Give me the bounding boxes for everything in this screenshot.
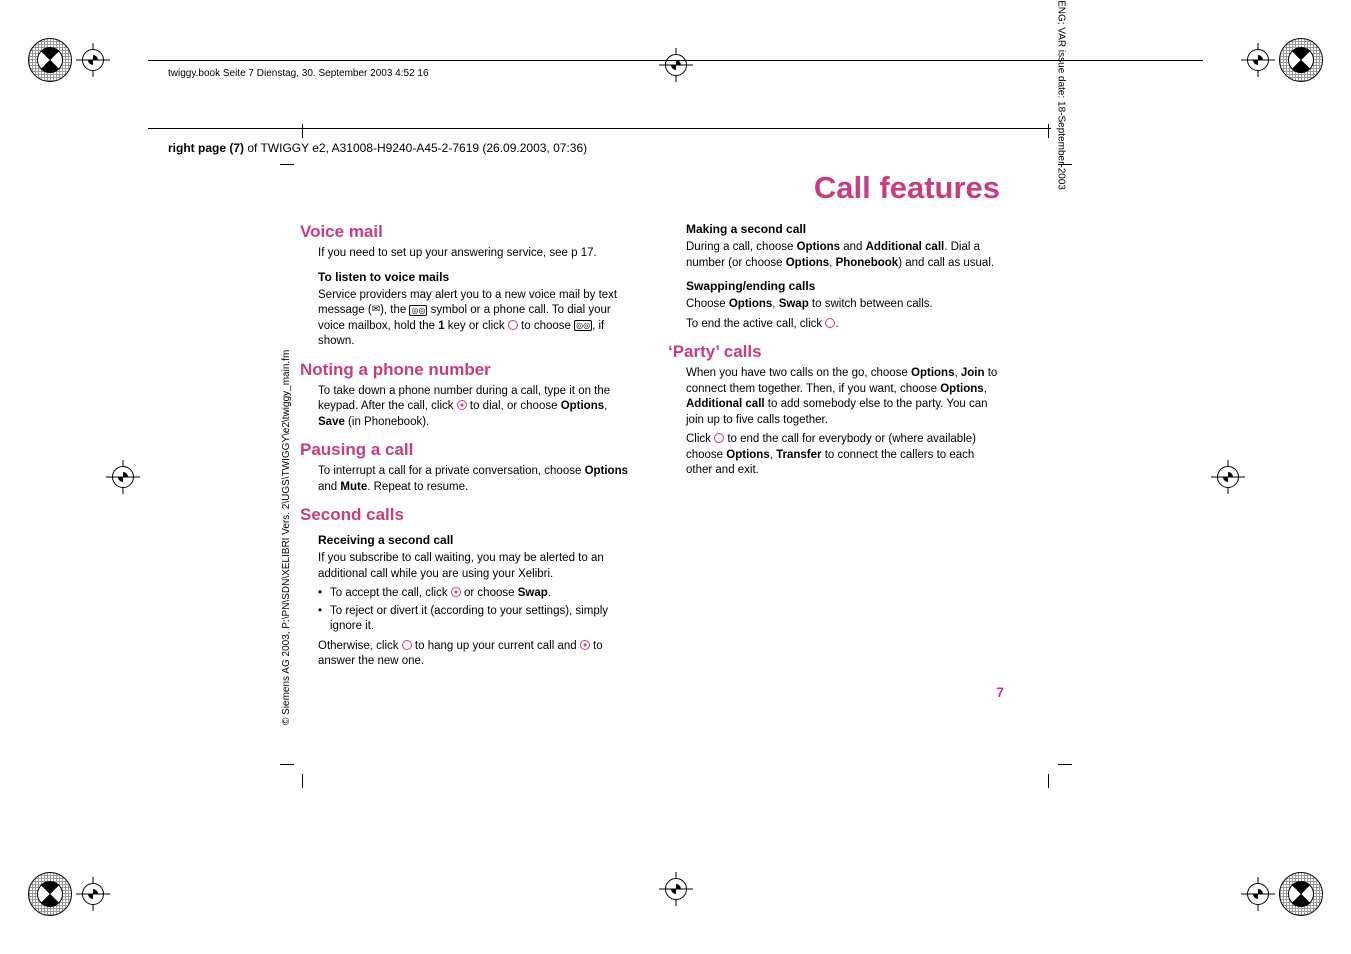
subheading: Making a second call bbox=[686, 222, 1000, 236]
heading-pausing: Pausing a call bbox=[300, 440, 632, 460]
reg-mark-tl bbox=[28, 38, 110, 82]
page-title: Call features bbox=[300, 170, 1000, 206]
centerkey-icon bbox=[457, 400, 467, 410]
voicemail-symbol-icon: ◎◎ bbox=[574, 320, 592, 331]
reg-mark-ml bbox=[106, 460, 140, 494]
reg-mark-tc bbox=[659, 48, 693, 82]
copyright-sidebar: © Siemens AG 2003, P:\PN\SDN\XELIBRI Ver… bbox=[281, 350, 292, 725]
para: To take down a phone number during a cal… bbox=[318, 384, 632, 431]
var-sidebar: VAR Language: ENG; VAR issue date: 18-Se… bbox=[1056, 0, 1067, 190]
subheading: To listen to voice mails bbox=[318, 270, 632, 284]
heading-party: ‘Party’ calls bbox=[668, 342, 1000, 362]
softkey-icon bbox=[508, 320, 518, 330]
page-body: Call features Voice mail If you need to … bbox=[300, 170, 1000, 670]
bullet-list: To accept the call, click or choose Swap… bbox=[318, 586, 632, 635]
para: If you need to set up your answering ser… bbox=[318, 246, 632, 262]
subheading: Receiving a second call bbox=[318, 533, 632, 547]
list-item: To reject or divert it (according to you… bbox=[318, 604, 632, 635]
centerkey-icon bbox=[580, 640, 590, 650]
running-head: right page (7) of TWIGGY e2, A31008-H924… bbox=[168, 141, 587, 155]
crop-tick bbox=[280, 764, 294, 765]
para: Click to end the call for everybody or (… bbox=[686, 432, 1000, 479]
crop-tick bbox=[280, 164, 294, 165]
para: Service providers may alert you to a new… bbox=[318, 288, 632, 350]
fm-rule bbox=[148, 60, 1203, 61]
column-right: Making a second call During a call, choo… bbox=[668, 222, 1000, 670]
page-number: 7 bbox=[996, 684, 1004, 700]
reg-mark-tr bbox=[1241, 38, 1323, 82]
centerkey-icon bbox=[451, 587, 461, 597]
softkey-icon bbox=[825, 318, 835, 328]
mail-icon: ✉ bbox=[372, 303, 380, 317]
crop-tick bbox=[1048, 774, 1049, 788]
heading-second-calls: Second calls bbox=[300, 505, 632, 525]
crop-tick bbox=[302, 124, 303, 138]
para: Otherwise, click to hang up your current… bbox=[318, 639, 632, 670]
subheading: Swapping/ending calls bbox=[686, 279, 1000, 293]
header-rule bbox=[148, 128, 1051, 129]
para: Choose Options, Swap to switch between c… bbox=[686, 297, 1000, 313]
para: When you have two calls on the go, choos… bbox=[686, 366, 1000, 428]
list-item: To accept the call, click or choose Swap… bbox=[318, 586, 632, 602]
crop-tick bbox=[302, 774, 303, 788]
framemaker-header: twiggy.book Seite 7 Dienstag, 30. Septem… bbox=[168, 68, 429, 79]
heading-noting: Noting a phone number bbox=[300, 360, 632, 380]
column-left: Voice mail If you need to set up your an… bbox=[300, 222, 632, 670]
voicemail-symbol-icon: ◎◎ bbox=[409, 305, 427, 316]
heading-voicemail: Voice mail bbox=[300, 222, 632, 242]
reg-mark-br bbox=[1241, 872, 1323, 916]
softkey-icon bbox=[714, 433, 724, 443]
para: To interrupt a call for a private conver… bbox=[318, 464, 632, 495]
reg-mark-mr bbox=[1211, 460, 1245, 494]
para: During a call, choose Options and Additi… bbox=[686, 240, 1000, 271]
softkey-icon bbox=[402, 640, 412, 650]
para: If you subscribe to call waiting, you ma… bbox=[318, 551, 632, 582]
crop-tick bbox=[1058, 764, 1072, 765]
crop-tick bbox=[1048, 124, 1049, 138]
reg-mark-bl bbox=[28, 872, 110, 916]
para: To end the active call, click . bbox=[686, 317, 1000, 333]
reg-mark-bc bbox=[659, 872, 693, 906]
